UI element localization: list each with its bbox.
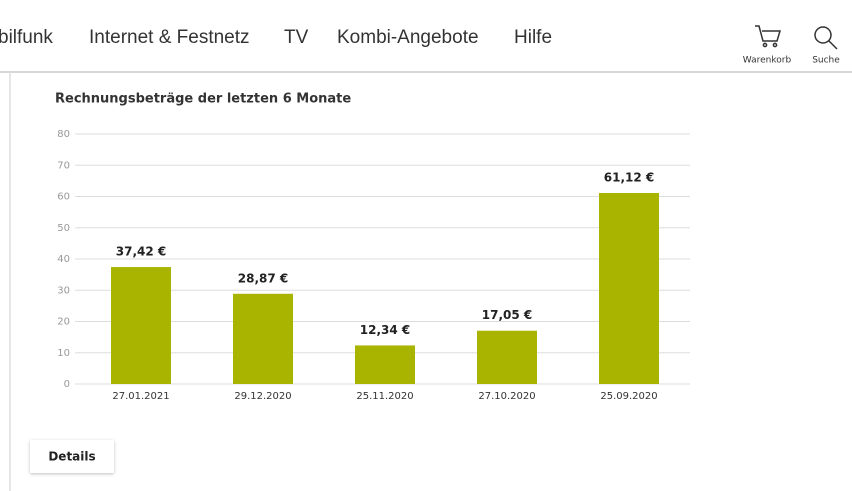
- nav-item[interactable]: Internet & Festnetz: [89, 27, 250, 48]
- y-tick-label: 60: [57, 192, 70, 203]
- x-tick-label: 29.12.2020: [234, 391, 291, 402]
- y-tick-label: 30: [57, 285, 70, 296]
- x-tick-label: 27.01.2021: [112, 391, 169, 402]
- search-label[interactable]: Suche: [812, 56, 840, 66]
- bar: [355, 345, 415, 384]
- value-label: 37,42 €: [116, 245, 166, 259]
- bar: [599, 193, 659, 384]
- cart-icon[interactable]: [755, 25, 782, 48]
- value-label: 12,34 €: [360, 323, 410, 337]
- details-label[interactable]: Details: [48, 450, 95, 464]
- value-label: 17,05 €: [482, 308, 532, 322]
- y-tick-label: 0: [64, 379, 70, 390]
- nav-item[interactable]: TV: [284, 27, 309, 48]
- y-tick-label: 10: [57, 348, 70, 359]
- search-icon[interactable]: [814, 26, 838, 50]
- y-tick-label: 20: [57, 317, 70, 328]
- y-tick-label: 40: [57, 254, 70, 265]
- chart-title: Rechnungsbeträge der letzten 6 Monate: [55, 92, 351, 107]
- nav-item[interactable]: Hilfe: [514, 27, 552, 48]
- nav-item[interactable]: Kombi-Angebote: [337, 27, 479, 48]
- bar: [477, 330, 537, 384]
- value-label: 61,12 €: [604, 171, 654, 185]
- details-button[interactable]: [30, 440, 114, 473]
- y-tick-label: 50: [57, 223, 70, 234]
- x-tick-label: 25.09.2020: [600, 391, 657, 402]
- y-tick-label: 70: [57, 160, 70, 171]
- bar: [233, 293, 293, 384]
- bar: [111, 267, 171, 384]
- nav-item[interactable]: bilfunk: [0, 27, 53, 48]
- y-tick-label: 80: [57, 129, 70, 140]
- x-tick-label: 25.11.2020: [356, 391, 413, 402]
- cart-label[interactable]: Warenkorb: [743, 56, 792, 66]
- value-label: 28,87 €: [238, 271, 288, 285]
- x-tick-label: 27.10.2020: [478, 391, 535, 402]
